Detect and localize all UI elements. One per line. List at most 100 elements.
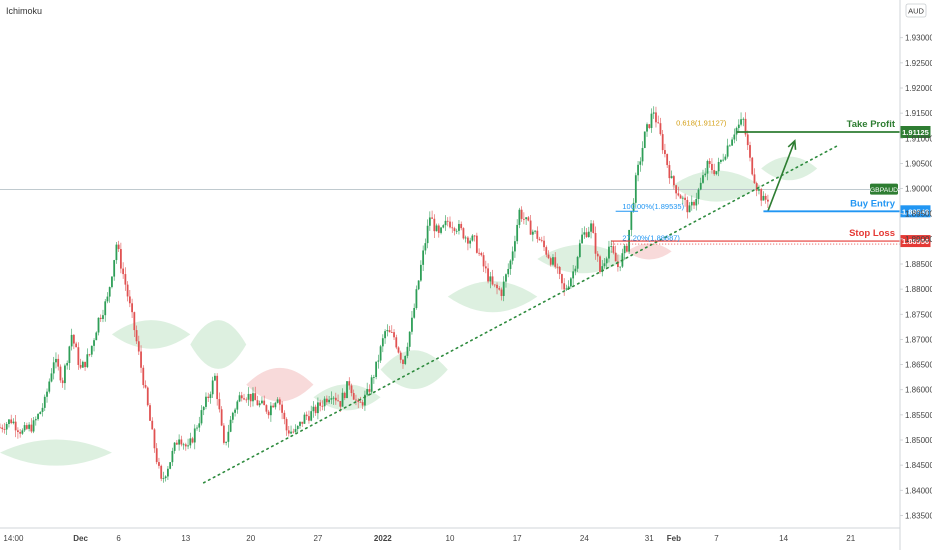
- candle-body: [453, 228, 456, 232]
- candle-body: [563, 283, 566, 290]
- candle-body: [661, 134, 664, 151]
- candle-body: [388, 330, 391, 333]
- candle-body: [229, 419, 232, 432]
- y-tick-label: 1.89500: [905, 210, 932, 219]
- candle-body: [191, 438, 194, 443]
- candle-body: [484, 266, 487, 269]
- candle-body: [424, 243, 427, 251]
- x-tick-label: 24: [580, 534, 589, 543]
- candle-body: [308, 416, 310, 421]
- candle-body: [397, 347, 400, 353]
- candle-body: [196, 427, 198, 429]
- candle-body: [491, 276, 494, 285]
- candle-body: [520, 209, 523, 219]
- candle-body: [205, 396, 207, 407]
- candle-body: [529, 220, 532, 235]
- candle-body: [451, 227, 454, 229]
- candle-body: [686, 199, 689, 213]
- candle-body: [482, 255, 485, 267]
- candle-body: [155, 448, 158, 463]
- candle-body: [715, 171, 718, 175]
- candle-body: [240, 395, 243, 399]
- x-tick-label: 6: [116, 534, 121, 543]
- candle-body: [505, 274, 507, 282]
- candle-body: [569, 278, 572, 287]
- candle-body: [111, 276, 113, 288]
- candle-body: [478, 252, 481, 254]
- candle-body: [415, 289, 418, 308]
- candle-body: [128, 296, 131, 304]
- candle-body: [30, 424, 33, 432]
- candle-body: [390, 332, 393, 333]
- candle-body: [334, 397, 337, 401]
- y-tick-label: 1.86000: [905, 386, 932, 395]
- candle-body: [79, 364, 82, 368]
- candle-body: [370, 377, 373, 392]
- candle-body: [19, 432, 22, 434]
- candle-body: [684, 197, 686, 200]
- candle-body: [498, 288, 501, 290]
- candle-body: [760, 189, 763, 201]
- x-tick-label: Dec: [73, 534, 88, 543]
- candle-body: [695, 198, 698, 206]
- x-tick-label: 2022: [374, 534, 392, 543]
- candle-body: [473, 235, 476, 237]
- candle-body: [534, 230, 536, 232]
- candle-body: [681, 197, 684, 199]
- cloud-segment: [111, 320, 191, 349]
- candle-body: [222, 425, 225, 443]
- candle-body: [81, 361, 84, 368]
- candle-body: [238, 395, 241, 402]
- candle-body: [643, 131, 646, 148]
- y-tick-label: 1.92000: [905, 84, 932, 93]
- candle-body: [713, 170, 716, 175]
- candle-body: [753, 174, 756, 184]
- y-tick-label: 1.92500: [905, 59, 932, 68]
- candle-body: [366, 389, 369, 395]
- candle-body: [117, 244, 120, 250]
- candle-body: [285, 419, 288, 431]
- candle-body: [719, 159, 722, 162]
- currency-badge[interactable]: AUD: [905, 3, 927, 18]
- trade-levels: Take Profit 1.91125 Buy Entry 1.89548 Stop L…: [611, 119, 931, 248]
- candle-body: [762, 195, 765, 201]
- candle-body: [167, 468, 169, 477]
- candle-body: [119, 249, 122, 269]
- candle-body: [431, 217, 433, 219]
- candle-body: [578, 243, 581, 257]
- candle-body: [554, 257, 557, 267]
- cloud-segment: [190, 320, 247, 369]
- candle-body: [767, 199, 769, 202]
- candle-body: [59, 366, 62, 381]
- y-tick-label: 1.84500: [905, 461, 932, 470]
- candle-body: [352, 393, 355, 400]
- candle-body: [272, 405, 275, 408]
- candle-body: [234, 409, 236, 413]
- candle-body: [1, 427, 4, 430]
- x-tick-label: 7: [714, 534, 719, 543]
- candle-body: [664, 150, 666, 155]
- candle-body: [677, 193, 680, 196]
- candle-body: [552, 257, 554, 265]
- candle-body: [688, 205, 691, 213]
- candle-body: [84, 361, 86, 368]
- candle-body: [514, 241, 516, 252]
- candle-body: [278, 399, 281, 405]
- candle-body: [587, 231, 590, 238]
- candle-body: [558, 266, 561, 275]
- candle-body: [428, 217, 431, 226]
- candle-body: [650, 113, 653, 128]
- currency-badge-label: AUD: [908, 7, 924, 16]
- level-price-tag: [900, 235, 931, 248]
- candle-body: [305, 414, 308, 417]
- candle-body: [55, 358, 57, 363]
- candle-body: [290, 431, 292, 434]
- candle-body: [314, 406, 317, 414]
- candle-body: [489, 276, 492, 282]
- candle-body: [332, 397, 335, 399]
- candle-body: [321, 405, 324, 407]
- candle-body: [231, 412, 234, 420]
- candle-body: [422, 250, 425, 265]
- candle-body: [417, 280, 420, 290]
